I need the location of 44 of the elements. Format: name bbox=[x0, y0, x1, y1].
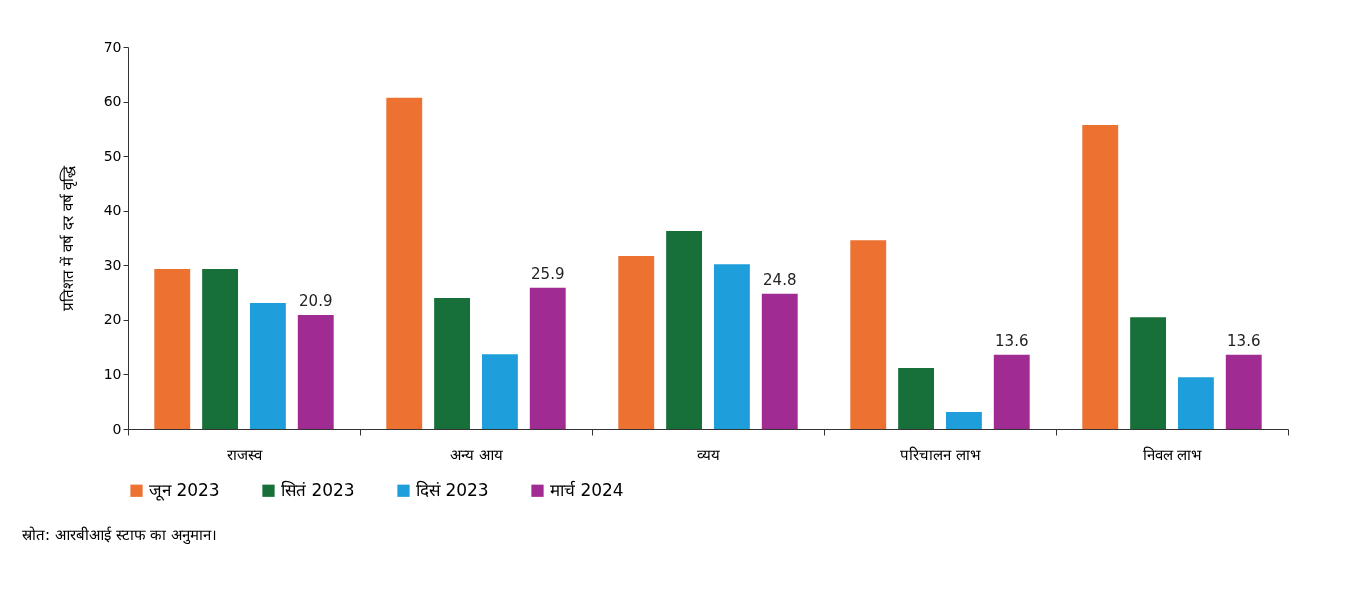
x-tick-label: परिचालन लाभ bbox=[900, 445, 981, 464]
data-label: 24.8 bbox=[763, 270, 797, 289]
bar bbox=[618, 256, 655, 429]
bar bbox=[154, 269, 191, 429]
x-tick-label: अन्य आय bbox=[450, 445, 503, 464]
bar bbox=[761, 293, 798, 429]
legend-label: दिसं 2023 bbox=[416, 479, 489, 500]
y-axis-title: प्रतिशत में वर्ष दर वर्ष वृद्धि bbox=[58, 164, 78, 312]
bar bbox=[1177, 377, 1214, 429]
x-tick-label: व्यय bbox=[697, 445, 720, 464]
legend-label: सितं 2023 bbox=[281, 479, 355, 500]
bar bbox=[666, 230, 703, 429]
data-label: 25.9 bbox=[531, 264, 565, 283]
y-tick-label: 20 bbox=[103, 311, 122, 328]
data-label: 13.6 bbox=[1227, 331, 1261, 350]
bar bbox=[945, 412, 982, 429]
text: स्रोत: आरबीआई स्टाफ का अनुमान। bbox=[22, 525, 219, 546]
data-label: 13.6 bbox=[995, 331, 1029, 350]
bar bbox=[1082, 125, 1119, 429]
bar bbox=[297, 314, 334, 429]
y-tick-label: 0 bbox=[112, 420, 122, 437]
bar bbox=[434, 298, 471, 429]
bar bbox=[529, 287, 566, 429]
bar bbox=[993, 354, 1030, 429]
y-tick-label: 40 bbox=[103, 202, 122, 219]
y-tick-label: 70 bbox=[103, 38, 122, 55]
y-tick-label: 50 bbox=[103, 147, 122, 164]
x-tick-label: निवल लाभ bbox=[1142, 445, 1203, 464]
bar bbox=[481, 354, 518, 429]
bar bbox=[713, 264, 750, 429]
y-tick-label: 30 bbox=[103, 256, 122, 273]
x-tick-label: राजस्व bbox=[227, 445, 263, 464]
y-tick-label: 60 bbox=[103, 93, 122, 110]
legend-label: मार्च 2024 bbox=[550, 479, 624, 500]
legend-label: जून 2023 bbox=[149, 479, 220, 501]
bar bbox=[386, 97, 423, 429]
y-tick-label: 10 bbox=[103, 365, 122, 382]
bar bbox=[898, 367, 935, 429]
data-label: 20.9 bbox=[299, 291, 333, 310]
bar bbox=[249, 302, 286, 429]
bar bbox=[1130, 317, 1167, 429]
bar bbox=[202, 269, 239, 429]
bar bbox=[1225, 354, 1262, 429]
bar bbox=[850, 240, 887, 429]
